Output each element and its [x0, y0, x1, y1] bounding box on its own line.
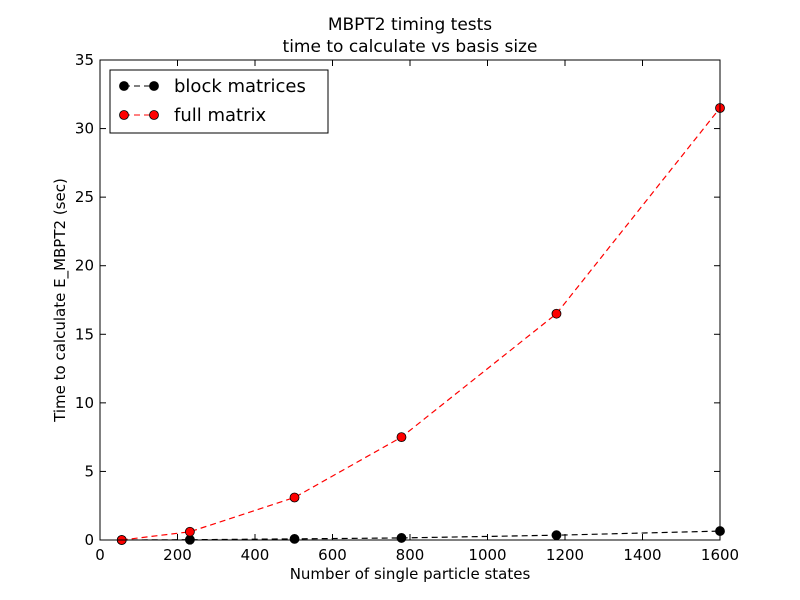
data-point-full-matrix: [289, 492, 300, 503]
y-tick-label: 10: [75, 394, 94, 412]
y-tick-label: 5: [84, 462, 94, 480]
series-line-full-matrix: [121, 107, 721, 541]
x-tick-label: 800: [396, 546, 425, 564]
legend-box: [109, 69, 329, 134]
x-tick-label: 1000: [468, 546, 506, 564]
y-tick-label: 0: [84, 531, 94, 549]
data-point-full-matrix: [184, 526, 195, 537]
chart-subtitle: time to calculate vs basis size: [283, 37, 538, 57]
legend-marker-full-matrix: [119, 110, 129, 120]
y-tick-label: 15: [75, 325, 94, 343]
series-line-block-matrices: [121, 530, 721, 541]
x-tick-label: 1400: [623, 546, 661, 564]
legend-label-block-matrices: block matrices: [174, 76, 306, 97]
data-point-full-matrix: [396, 432, 407, 443]
legend-marker-full-matrix: [149, 110, 159, 120]
x-tick-label: 200: [163, 546, 192, 564]
legend-label-full-matrix: full matrix: [174, 105, 266, 126]
x-tick-label: 600: [318, 546, 347, 564]
data-point-block-matrices: [551, 530, 562, 541]
legend-marker-block-matrices: [119, 81, 129, 91]
data-point-block-matrices: [289, 534, 300, 544]
x-tick-label: 1600: [701, 546, 739, 564]
y-tick-label: 25: [75, 188, 94, 206]
plot-frame: [99, 59, 721, 541]
data-point-full-matrix: [551, 308, 562, 319]
x-axis-label: Number of single particle states: [290, 565, 531, 583]
data-point-block-matrices: [396, 533, 407, 543]
x-tick-label: 0: [95, 546, 105, 564]
y-axis-label: Time to calculate E_MBPT2 (sec): [51, 178, 70, 423]
legend: block matrices full matrix: [109, 69, 329, 134]
legend-marker-block-matrices: [149, 81, 159, 91]
y-tick-label: 30: [75, 120, 94, 138]
ticks-layer: 0 200 400 600 800 1000 1200 1400 1600 0 5 10 15 20 25 3…: [75, 51, 739, 564]
x-tick-label: 1200: [546, 546, 584, 564]
y-tick-label: 20: [75, 257, 94, 275]
chart-title: MBPT2 timing tests: [328, 15, 492, 35]
y-tick-label: 35: [75, 51, 94, 69]
series-layer: [116, 103, 725, 545]
x-tick-label: 400: [241, 546, 270, 564]
